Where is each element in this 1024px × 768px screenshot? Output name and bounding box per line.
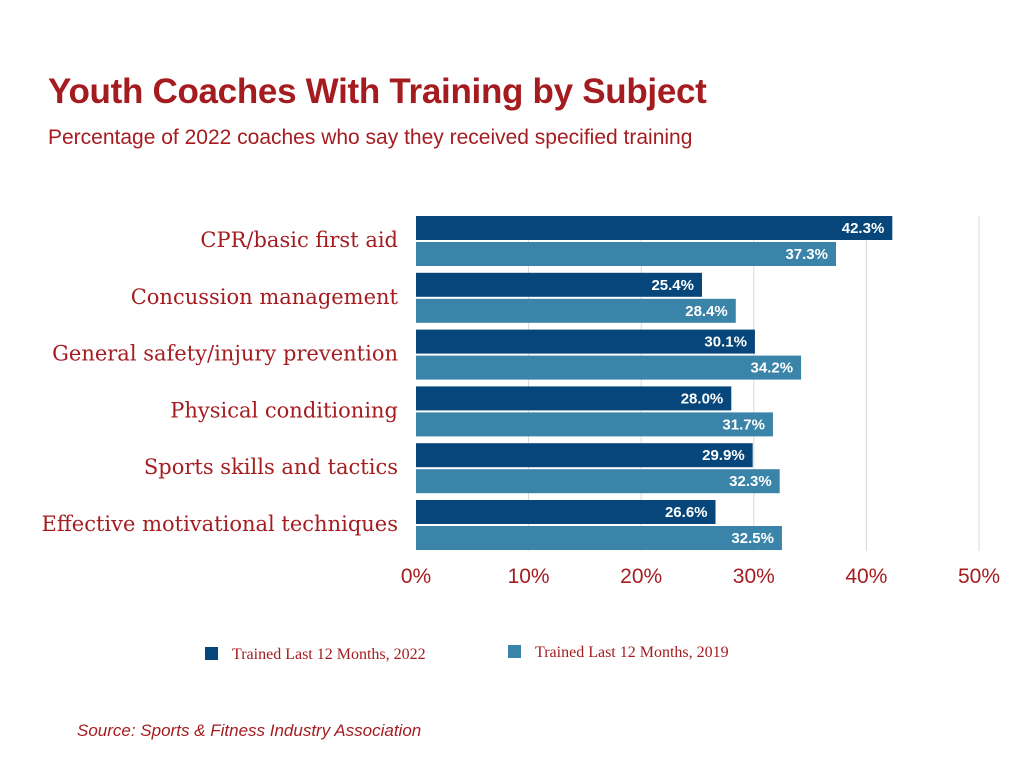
chart-subtitle: Percentage of 2022 coaches who say they … — [48, 126, 693, 149]
bar-value-label: 26.6% — [665, 504, 708, 521]
bar-value-label: 28.0% — [681, 390, 724, 407]
category-label: CPR/basic first aid — [200, 228, 398, 252]
bar-value-label: 28.4% — [685, 303, 728, 320]
x-axis-ticks: 0% 10% 20% 30% 40% 50% — [401, 565, 1000, 588]
bar-value-label: 25.4% — [651, 277, 694, 294]
category-label: Effective motivational techniques — [42, 512, 398, 536]
category-label: Physical conditioning — [170, 398, 398, 422]
bar — [416, 526, 782, 550]
bar — [416, 469, 780, 494]
legend-swatch — [205, 647, 218, 660]
bar-value-label: 31.7% — [722, 416, 765, 433]
bar-value-label: 37.3% — [785, 246, 828, 263]
bar-value-label: 42.3% — [842, 220, 885, 237]
legend-label: Trained Last 12 Months, 2019 — [535, 644, 729, 661]
bar — [416, 443, 753, 468]
bar — [416, 216, 893, 240]
x-tick-label: 40% — [845, 565, 887, 588]
legend: Trained Last 12 Months, 2022 Trained Last… — [205, 644, 729, 663]
x-tick-label: 0% — [401, 565, 431, 588]
gridlines — [528, 216, 980, 551]
bar — [416, 298, 736, 323]
x-tick-label: 10% — [508, 565, 550, 588]
bar — [416, 272, 703, 297]
x-tick-label: 20% — [620, 565, 662, 588]
bar — [416, 412, 773, 437]
chart-title: Youth Coaches With Training by Subject — [48, 72, 707, 111]
category-label: Concussion management — [131, 285, 399, 309]
category-label: General safety/injury prevention — [52, 342, 398, 366]
bar-value-label: 32.3% — [729, 473, 772, 490]
bar-value-label: 32.5% — [731, 530, 774, 547]
x-tick-label: 50% — [958, 565, 1000, 588]
category-label: Sports skills and tactics — [144, 455, 398, 479]
bar — [416, 242, 836, 266]
legend-swatch — [508, 645, 521, 658]
legend-label: Trained Last 12 Months, 2022 — [232, 646, 426, 663]
bar-value-label: 29.9% — [702, 447, 745, 464]
bar-value-label: 30.1% — [704, 334, 747, 351]
bar — [416, 500, 716, 524]
bar — [416, 386, 732, 411]
bar-value-label: 34.2% — [751, 360, 794, 377]
x-tick-label: 30% — [733, 565, 775, 588]
bars: 42.3% 37.3% 25.4% 28.4% 30.1%34.2% 28.0% 31.7%… — [416, 216, 893, 550]
source-note: Source: Sports & Fitness Industry Associ… — [77, 721, 422, 740]
bar — [416, 329, 755, 354]
category-labels: CPR/basic first aid Concussion management… — [42, 228, 399, 536]
bar — [416, 355, 802, 380]
